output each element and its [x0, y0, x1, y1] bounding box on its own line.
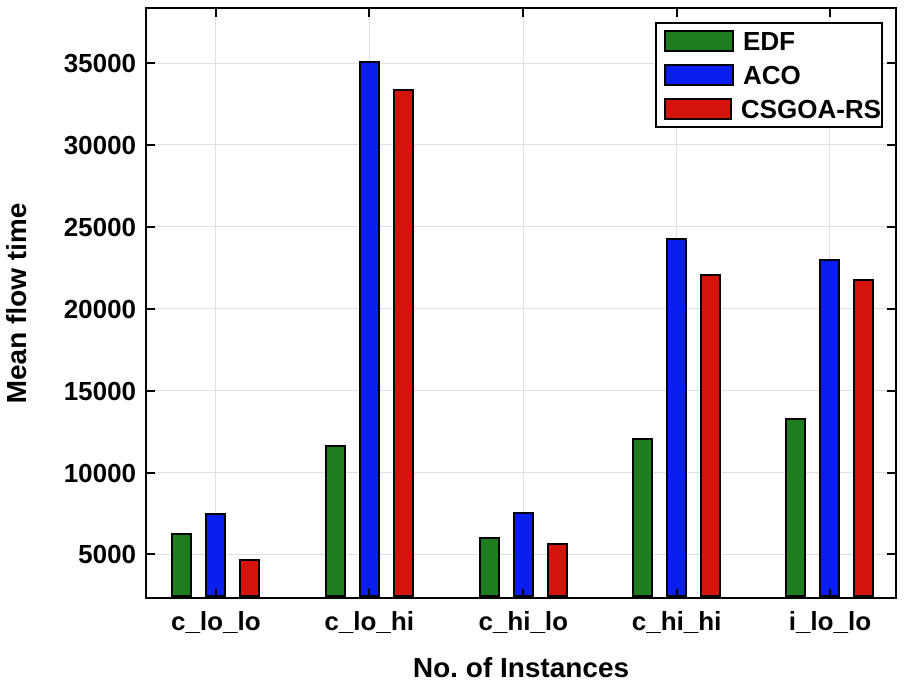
h-gridline: [147, 62, 895, 64]
legend: EDF ACO CSGOA-RS: [655, 22, 883, 128]
bar-aco-c_hi_lo: [512, 511, 534, 597]
legend-item-aco: ACO: [657, 58, 881, 92]
x-axis-tick-label: c_hi_lo: [478, 606, 569, 636]
y-axis-tick-label: 30000: [63, 129, 136, 160]
plot-inner: [147, 9, 895, 597]
x-axis-tick-bottom: [368, 589, 371, 597]
x-axis-tick-label: c_lo_hi: [324, 606, 414, 636]
legend-item-csgoa-rs: CSGOA-RS: [657, 92, 881, 126]
legend-label: CSGOA-RS: [740, 94, 881, 124]
legend-swatch-aco: [664, 64, 734, 86]
bar-csgoa-rs-c_hi_lo: [546, 542, 568, 597]
x-axis-tick-top: [675, 9, 678, 17]
x-axis-tick-bottom: [828, 589, 831, 597]
y-axis-tick-label: 5000: [78, 539, 136, 570]
x-axis-tick-bottom: [214, 589, 217, 597]
bar-edf-c_hi_lo: [478, 537, 500, 597]
x-axis-tick-top: [368, 9, 371, 17]
y-axis-tick-left: [147, 62, 155, 65]
h-gridline: [147, 308, 895, 310]
h-gridline: [147, 144, 895, 146]
x-axis-title: No. of Instances: [412, 652, 630, 683]
x-axis-tick-label: i_lo_lo: [788, 606, 872, 636]
bar-edf-c_lo_hi: [324, 444, 346, 597]
bar-aco-c_lo_hi: [358, 60, 380, 597]
legend-label: EDF: [743, 26, 795, 56]
legend-swatch-csgoa-rs: [664, 98, 732, 120]
y-axis-tick-label: 25000: [63, 211, 136, 242]
y-axis-tick-right: [887, 553, 895, 556]
legend-item-edf: EDF: [657, 24, 881, 58]
h-gridline: [147, 226, 895, 228]
y-axis-tick-left: [147, 307, 155, 310]
y-axis-tick-left: [147, 471, 155, 474]
y-axis-tick-right: [887, 225, 895, 228]
bar-csgoa-rs-i_lo_lo: [853, 279, 875, 597]
y-axis-tick-label: 35000: [63, 48, 136, 79]
bar-edf-c_hi_hi: [632, 438, 654, 597]
bar-aco-c_lo_lo: [205, 512, 227, 597]
v-gridline: [522, 9, 524, 597]
legend-swatch-edf: [664, 30, 734, 52]
v-gridline: [215, 9, 217, 597]
y-axis-tick-left: [147, 389, 155, 392]
y-axis-tick-right: [887, 62, 895, 65]
h-gridline: [147, 390, 895, 392]
y-axis-tick-label: 10000: [63, 457, 136, 488]
y-axis-tick-right: [887, 389, 895, 392]
bar-csgoa-rs-c_lo_lo: [239, 559, 261, 597]
y-axis-tick-right: [887, 307, 895, 310]
bar-csgoa-rs-c_lo_hi: [392, 89, 414, 597]
bar-edf-i_lo_lo: [785, 418, 807, 597]
y-axis-tick-label: 20000: [63, 293, 136, 324]
bar-aco-i_lo_lo: [819, 258, 841, 597]
x-axis-tick-top: [828, 9, 831, 17]
y-axis-tick-right: [887, 143, 895, 146]
x-axis-tick-top: [522, 9, 525, 17]
y-axis-tick-left: [147, 143, 155, 146]
bar-edf-c_lo_lo: [171, 533, 193, 597]
bar-csgoa-rs-c_hi_hi: [700, 274, 722, 597]
y-axis-tick-label: 15000: [63, 375, 136, 406]
x-axis-tick-bottom: [522, 589, 525, 597]
bar-aco-c_hi_hi: [666, 238, 688, 597]
legend-label: ACO: [743, 60, 801, 90]
x-axis-tick-label: c_hi_hi: [631, 606, 722, 636]
x-axis-tick-bottom: [675, 589, 678, 597]
h-gridline: [147, 472, 895, 474]
y-axis-tick-right: [887, 471, 895, 474]
x-axis-tick-label: c_lo_lo: [171, 606, 261, 636]
y-axis-tick-left: [147, 225, 155, 228]
y-axis-tick-left: [147, 553, 155, 556]
x-axis-tick-top: [214, 9, 217, 17]
